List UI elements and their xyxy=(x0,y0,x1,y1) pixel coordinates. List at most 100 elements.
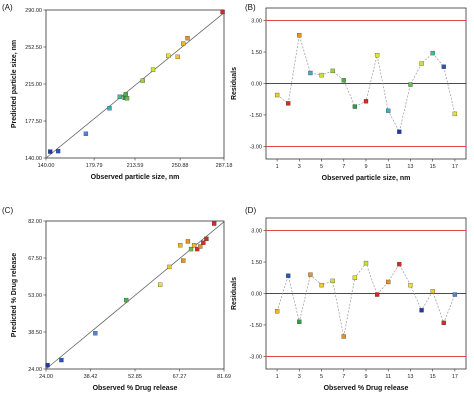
panel-c-y-tick-label: 82.00 xyxy=(28,219,42,225)
panel-b-residual-point xyxy=(319,72,324,78)
panel-a-x-tick-label: 179.79 xyxy=(86,163,103,169)
panel-c-data-point xyxy=(201,240,206,245)
panel-c-data-point xyxy=(167,264,172,270)
panel-c-data-point xyxy=(185,239,191,244)
panel-b-residual-point xyxy=(408,82,413,87)
panel-d-x-tick-label: 5 xyxy=(320,374,323,380)
panel-d-x-tick-label: 13 xyxy=(407,374,413,380)
panel-d-y-axis-label: Residuals xyxy=(231,277,238,310)
panel-c-y-tick-label: 67.50 xyxy=(28,256,42,262)
panel-b-residual-point xyxy=(430,50,435,56)
panel-b-y-axis-label: Residuals xyxy=(231,67,238,100)
panel-d-residual-point xyxy=(452,292,458,297)
panel-b-residual-point xyxy=(419,61,424,66)
panel-a-data-point xyxy=(117,94,122,99)
panel-b-x-tick-label: 3 xyxy=(298,164,301,170)
panel-c-data-point xyxy=(158,282,163,287)
panel-a-data-point xyxy=(165,53,171,59)
panel-c-data-point xyxy=(195,246,200,252)
panel-d-label: (D) xyxy=(245,206,256,215)
panel-b-y-tick-label: -3.00 xyxy=(249,144,262,150)
panel-a-data-point xyxy=(150,67,156,72)
panel-a-data-point xyxy=(83,131,89,136)
panel-a-x-tick-label: 213.59 xyxy=(127,163,144,169)
panel-b-residual-point xyxy=(397,129,402,134)
panel-a-data-point xyxy=(220,9,225,15)
panel-b-x-tick-label: 15 xyxy=(430,164,436,170)
panel-d-y-tick-label: 0.00 xyxy=(251,292,262,298)
panel-c: (C) 24.00 38.42 52.85 67.27 81.69 24.00 38.50 5… xyxy=(2,206,231,392)
panel-a-data-point xyxy=(181,41,186,46)
panel-c-x-axis-label: Observed % Drug release xyxy=(93,385,178,392)
panel-c-data-point xyxy=(181,258,186,263)
panel-d-x-axis-label: Observed % Drug release xyxy=(324,385,409,392)
panel-d-x-tick-label: 3 xyxy=(298,374,301,380)
panel-c-x-tick-label: 38.42 xyxy=(84,374,98,380)
panel-c-x-tick-label: 52.85 xyxy=(128,374,142,380)
panel-d-y-tick-label: 3.00 xyxy=(251,229,262,235)
panel-a-x-tick-label: 250.88 xyxy=(172,163,189,169)
panel-a-x-tick-label: 287.18 xyxy=(216,163,233,169)
panel-b-x-tick-label: 11 xyxy=(385,164,391,170)
panel-c-data-point xyxy=(191,243,197,248)
panel-d-x-tick-label: 15 xyxy=(430,374,436,380)
panel-b-residual-point xyxy=(363,99,369,104)
panel-a-y-axis-label: Predicted particle size, nm xyxy=(11,40,18,128)
panel-d-x-tick-label: 1 xyxy=(276,374,279,380)
panel-d: (D) 1 3 5 7 9 11 13 15 17-3.00-1.500.001.503.00O… xyxy=(231,206,467,392)
panel-c-x-tick-label: 24.00 xyxy=(39,374,53,380)
panel-a-y-tick-label: 252.50 xyxy=(25,45,42,51)
panel-c-data-point xyxy=(198,244,203,249)
panel-b-residual-point xyxy=(374,53,380,58)
panel-a-data-point xyxy=(123,92,128,97)
panel-d-residual-point xyxy=(441,320,446,326)
panel-a-y-tick-label: 140.00 xyxy=(25,156,42,162)
panel-a-data-point xyxy=(124,96,130,101)
panel-b-residual-point xyxy=(452,111,458,117)
panel-d-residual-point xyxy=(308,272,313,277)
panel-a-data-point xyxy=(55,148,61,154)
panel-c-label: (C) xyxy=(2,206,13,215)
panel-c-data-point xyxy=(178,243,183,248)
panel-d-x-tick-label: 9 xyxy=(364,374,367,380)
panel-a-y-tick-label: 290.00 xyxy=(25,8,42,14)
panel-b-residual-point xyxy=(274,92,280,98)
panel-d-residual-point xyxy=(374,292,380,297)
panel-c-y-tick-label: 38.50 xyxy=(28,330,42,336)
panel-d-residual-point xyxy=(297,319,302,324)
panel-b-residual-point xyxy=(286,101,291,106)
panel-d-residual-point xyxy=(397,261,402,267)
panel-a-data-point xyxy=(140,78,145,83)
panel-b-y-tick-label: 1.50 xyxy=(251,50,262,56)
panel-d-residual-point xyxy=(430,289,435,294)
panel-c-y-axis-label: Predicted % Drug release xyxy=(11,253,18,338)
panel-c-x-tick-label: 67.27 xyxy=(173,374,187,380)
panel-b-y-tick-label: 0.00 xyxy=(251,82,262,88)
panel-c-data-point xyxy=(93,331,98,336)
panel-d-x-tick-label: 11 xyxy=(385,374,391,380)
panel-a-x-tick-label: 140.00 xyxy=(38,163,55,169)
panel-b-x-tick-label: 7 xyxy=(342,164,345,170)
panel-b: (B) 1 3 5 7 9 11 13 15 17-3.00-1.500.001.503.00O… xyxy=(231,3,467,182)
panel-a-data-point xyxy=(107,106,112,111)
panel-d-residual-point xyxy=(319,282,324,288)
panel-b-x-tick-label: 9 xyxy=(364,164,367,170)
panel-a-y-tick-label: 177.50 xyxy=(25,119,42,125)
panel-b-y-tick-label: 3.00 xyxy=(251,19,262,25)
panel-b-x-axis-label: Observed particle size, nm xyxy=(322,175,411,182)
panel-b-residual-point xyxy=(297,33,302,38)
panel-b-residual-point xyxy=(386,108,391,113)
panel-b-label: (B) xyxy=(245,3,256,12)
panel-d-residual-point xyxy=(352,275,358,280)
panel-c-data-point xyxy=(59,357,64,363)
panel-c-x-tick-label: 81.69 xyxy=(217,374,231,380)
panel-c-data-point xyxy=(45,363,50,368)
panel-d-x-tick-label: 17 xyxy=(452,374,458,380)
panel-a-x-axis-label: Observed particle size, nm xyxy=(91,174,180,181)
panel-b-residual-point xyxy=(352,104,358,109)
panel-a-y-tick-label: 215.00 xyxy=(25,82,42,88)
panel-d-x-tick-label: 7 xyxy=(342,374,345,380)
panel-a-label: (A) xyxy=(2,3,13,12)
panel-d-residual-point xyxy=(341,334,346,339)
